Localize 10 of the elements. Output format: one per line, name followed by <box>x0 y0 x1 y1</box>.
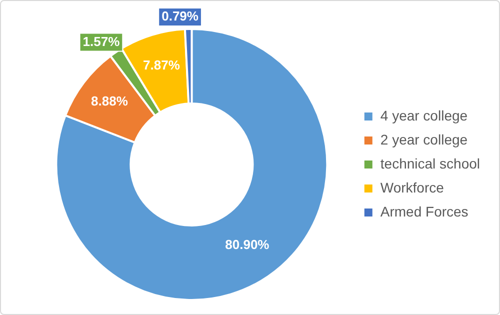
legend-label: Workforce <box>380 179 444 196</box>
legend-label: 2 year college <box>380 131 468 148</box>
data-label: 80.90% <box>225 237 270 252</box>
data-label: 8.88% <box>91 94 128 109</box>
legend-label: technical school <box>380 155 480 172</box>
data-label: 7.87% <box>143 57 180 72</box>
data-label: 0.79% <box>162 8 199 24</box>
legend-label: Armed Forces <box>380 203 468 220</box>
legend-label: 4 year college <box>380 107 468 124</box>
data-label: 1.57% <box>82 34 120 49</box>
